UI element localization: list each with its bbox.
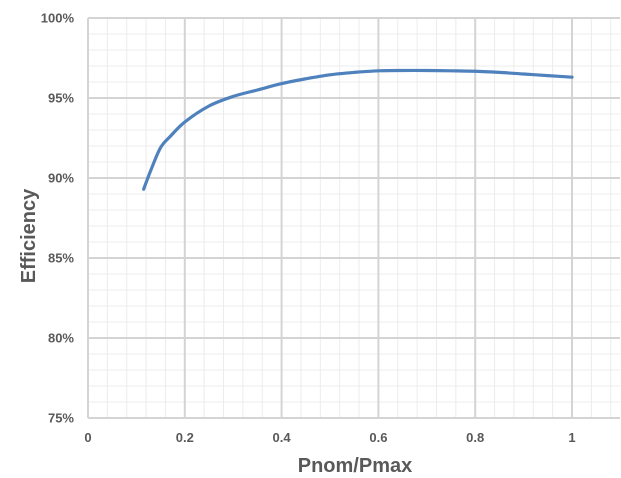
y-tick-label: 85% bbox=[48, 251, 74, 266]
x-tick-label: 1 bbox=[568, 430, 575, 445]
major-grid bbox=[87, 17, 620, 419]
x-tick-label: 0.4 bbox=[273, 430, 292, 445]
efficiency-series-line bbox=[142, 68, 574, 191]
x-tick-label: 0 bbox=[84, 430, 91, 445]
minor-grid bbox=[87, 17, 620, 419]
x-tick-label: 0.6 bbox=[369, 430, 387, 445]
x-tick-label: 0.8 bbox=[466, 430, 484, 445]
series-layer bbox=[142, 68, 574, 191]
x-axis-title: Pnom/Pmax bbox=[298, 455, 412, 477]
x-axis-tick-labels: 0 0.2 0.4 0.6 0.8 1 bbox=[84, 430, 575, 445]
y-tick-label: 75% bbox=[48, 411, 74, 426]
y-tick-label: 100% bbox=[41, 11, 75, 26]
y-tick-label: 90% bbox=[48, 171, 74, 186]
y-tick-label: 80% bbox=[48, 331, 74, 346]
x-tick-label: 0.2 bbox=[176, 430, 194, 445]
y-axis-title: Efficiency bbox=[18, 188, 40, 283]
y-axis-tick-labels: 75% 80% 85% 90% 95% 100% bbox=[41, 11, 75, 426]
y-tick-label: 95% bbox=[48, 91, 74, 106]
